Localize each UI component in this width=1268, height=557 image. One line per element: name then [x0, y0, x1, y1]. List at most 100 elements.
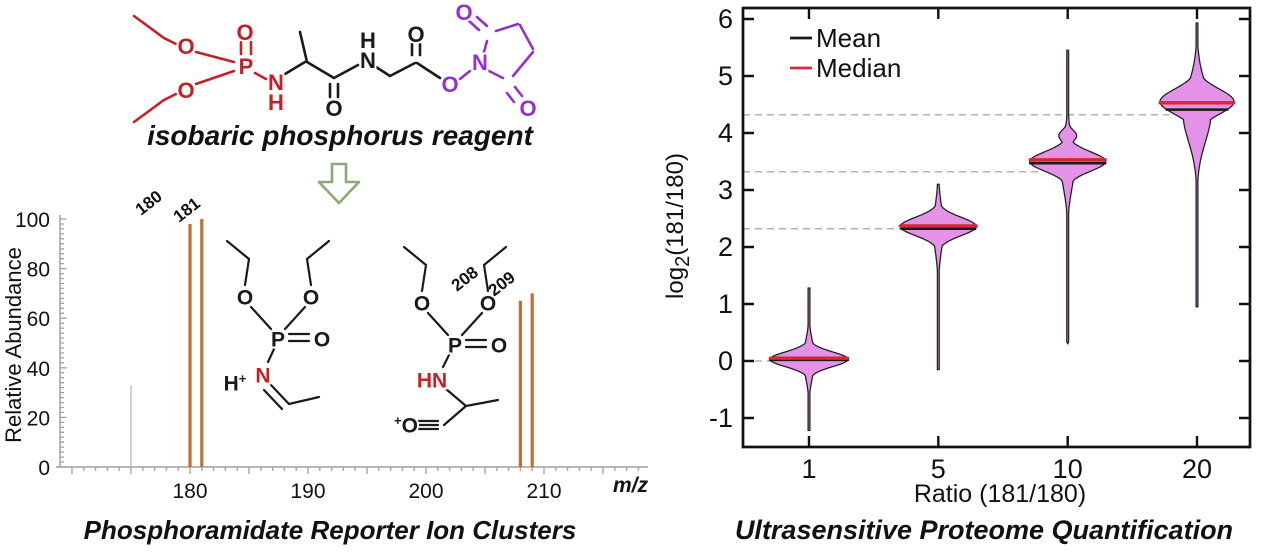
atom-symbol: O [325, 96, 342, 121]
atom-label: O [236, 20, 253, 45]
reagent-bonds [132, 14, 535, 124]
ylabel-pre: log [662, 266, 689, 299]
atom-symbol: O [402, 415, 418, 438]
atom-label: O [177, 78, 194, 103]
spectrum-y-axis-label: Relative Abundance [1, 247, 26, 443]
plot-ticks [743, 8, 1250, 447]
ylabel-sub: 2 [671, 255, 694, 267]
violin-y-tick-label: 1 [718, 289, 733, 319]
violin-shape [1159, 22, 1235, 308]
atom-symbol: O [177, 78, 194, 103]
atom-label: H [360, 28, 376, 53]
spectrum-y-tick-label: 40 [27, 358, 50, 381]
violin-x-tick-label: 1 [801, 454, 816, 484]
atom-symbol: O [237, 287, 253, 310]
atom-symbol: O [303, 287, 319, 310]
violin-x-axis-label: Ratio (181/180) [913, 480, 1087, 508]
atom-symbol: O [236, 20, 253, 45]
atom-label: O [480, 293, 496, 316]
atom-label: O [177, 34, 194, 59]
legend-label-median: Median [816, 53, 901, 83]
spectrum-peak-label: 208 [448, 263, 482, 295]
atom-label: N [472, 50, 488, 75]
spectrum-x-tick-label: 190 [290, 480, 325, 503]
spectrum-y-tick-label: 0 [38, 457, 50, 480]
atom-symbol: O [480, 293, 496, 316]
fragment-a-atom-labels: O OP ONH+ [222, 285, 333, 398]
reagent-bonds-purple [458, 15, 535, 104]
legend-label-mean: Mean [816, 23, 881, 53]
atom-label: O [303, 287, 319, 310]
spectrum-y-tick-label: 80 [27, 259, 50, 282]
violin-x-tick-label: 20 [1182, 454, 1212, 484]
atom-symbol: O [455, 0, 472, 25]
atom-symbol: O [414, 293, 430, 316]
atom-label: +O [394, 413, 418, 437]
fragment-ion-a-drawing: O OP ONH+ [222, 239, 333, 411]
violin-y-tick-label: 5 [718, 61, 733, 91]
spectrum-peak-label: 180 [132, 187, 166, 219]
atom-symbol: N [472, 50, 488, 75]
violin-y-tick-label: 4 [718, 118, 733, 148]
atom-label: O [455, 0, 472, 25]
atom-label: N [268, 70, 284, 95]
spectrum-x-tick-label: 200 [408, 480, 443, 503]
plot-frame [741, 6, 1252, 449]
spectrum-axis-lines [56, 215, 648, 468]
atom-symbol: H [224, 373, 239, 396]
violin-x-tick-label: 10 [1053, 454, 1083, 484]
ylabel-post: (181/180) [662, 153, 689, 256]
atom-symbol: O [491, 335, 507, 358]
atom-label: O [314, 329, 330, 352]
violin-shape [1029, 49, 1107, 345]
reagent-bonds-red [132, 14, 268, 124]
atom-symbol: H [268, 90, 284, 115]
violin-y-tick-label: 2 [718, 232, 733, 262]
spectrum-y-tick-label: 100 [15, 209, 50, 232]
atom-label: O [407, 22, 424, 47]
reagent-bonds-black [283, 30, 442, 99]
violin-y-axis-label: log2(181/180) [660, 76, 694, 376]
violin-y-tick-label: 6 [718, 4, 733, 34]
left-panel-title: Phosphoramidate Reporter Ion Clusters [83, 515, 577, 545]
right-panel-title: Ultrasensitive Proteome Quantification [734, 515, 1234, 545]
atom-symbol: P [448, 335, 462, 358]
atom-symbol: O [314, 329, 330, 352]
atom-symbol: O [519, 96, 536, 121]
fragment-b-bonds [402, 245, 508, 431]
violin-y-tick-label: 0 [718, 346, 733, 376]
spectrum-y-tick-label: 20 [27, 407, 50, 430]
spectrum-x-tick-label: 210 [526, 480, 561, 503]
atom-label: P [271, 329, 285, 352]
atom-symbol: O [407, 22, 424, 47]
atom-label: H [268, 90, 284, 115]
atom-label: O [441, 72, 458, 97]
spectrum-y-tick-label: 60 [27, 308, 50, 331]
atom-symbol: HN [417, 370, 447, 393]
atom-symbol: N [360, 48, 376, 73]
atom-symbol: P [271, 329, 285, 352]
down-arrow-shape [317, 162, 361, 205]
spectrum-x-tick-label: 180 [172, 480, 207, 503]
spectrum-axis-ticks [60, 218, 640, 474]
atom-label: O [237, 287, 253, 310]
atom-label: P [239, 54, 254, 79]
atom-label: H+ [224, 371, 247, 395]
atom-label: O [325, 96, 342, 121]
spectrum-x-axis-unit: m/z [613, 474, 649, 497]
spectrum-axes: 0 20 40 60 80 100 180 190 200 210 m/z [15, 209, 649, 503]
atom-symbol: P [239, 54, 254, 79]
reagent-caption: isobaric phosphorus reagent [147, 120, 533, 151]
atom-label: O [414, 293, 430, 316]
down-arrow-icon [317, 162, 361, 205]
violin-y-tick-label: -1 [709, 403, 733, 433]
atom-symbol: O [441, 72, 458, 97]
atom-symbol: H [360, 28, 376, 53]
atom-label: O [491, 335, 507, 358]
violin-y-tick-label: 3 [718, 175, 733, 205]
